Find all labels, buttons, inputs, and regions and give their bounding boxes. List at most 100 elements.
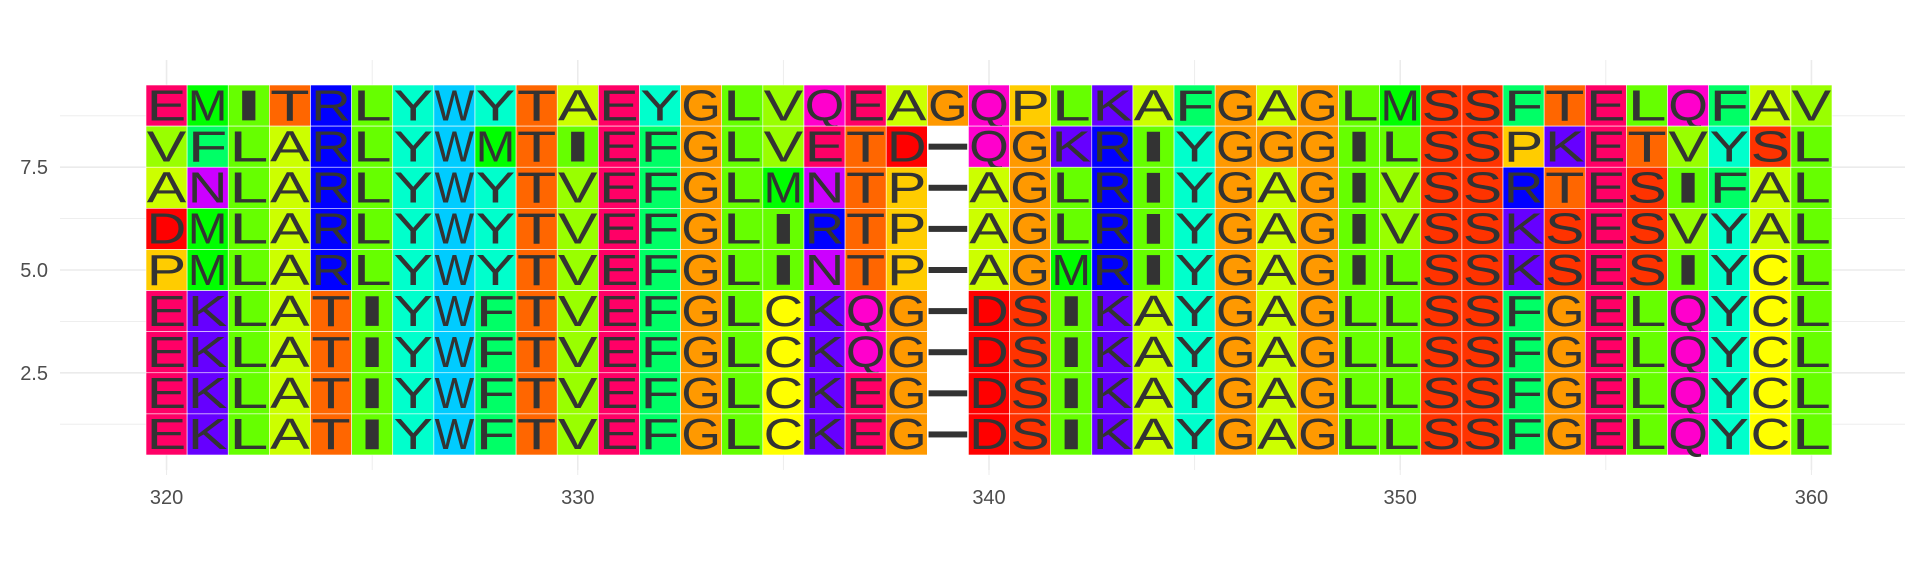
residue-letter: L [352,123,391,171]
residue-tile [1132,166,1175,209]
residue-tile [844,372,887,415]
residue-letter: T [517,370,556,418]
residue-tile [1297,372,1339,415]
residue-letter: K [1093,370,1133,418]
residue-letter: G [1216,329,1255,377]
residue-letter: G [1298,165,1337,213]
residue-letter: L [1792,329,1831,377]
residue-tile [186,290,229,332]
residue-letter: Q [805,82,844,130]
residue-tile [1749,166,1792,209]
residue-tile [269,84,311,127]
residue-tile [433,84,476,127]
residue-letter: F [476,411,515,459]
residue-letter: A [270,411,310,459]
residue-letter: S [1463,123,1502,171]
residue-tile [1667,125,1709,168]
residue-letter: L [352,247,391,295]
residue-letter: Y [1175,165,1214,213]
residue-tile [803,125,846,168]
residue-tile [762,125,805,168]
residue-tile [1379,166,1422,209]
residue-letter: Y [1709,288,1748,336]
residue-letter: Y [1175,247,1214,295]
residue-tile [639,208,681,250]
residue-letter: G [1545,288,1584,336]
residue-tile [474,208,517,250]
residue-letter: I [558,123,597,171]
residue-tile [598,208,640,250]
residue-letter: G [1216,288,1255,336]
residue-letter: A [1134,370,1174,418]
residue-letter: G [1216,123,1255,171]
residue-letter: L [229,288,268,336]
residue-letter: R [1504,165,1543,213]
residue-tile [1708,290,1751,332]
residue-tile [1502,84,1545,127]
residue-letter: L [1380,123,1419,171]
residue-letter: K [1504,206,1544,254]
residue-letter: I [1134,165,1173,213]
residue-tile [968,249,1010,291]
residue-tile [1338,208,1380,250]
residue-letter: W [435,82,475,130]
residue-tile [1338,413,1380,456]
residue-letter: G [1298,411,1337,459]
residue-tile [721,208,764,250]
residue-tile [680,331,723,374]
residue-letter: T [1545,165,1584,213]
residue-letter: G [887,370,926,418]
residue-letter: S [1422,370,1461,418]
residue-letter: V [1668,206,1708,254]
residue-letter: F [640,247,679,295]
residue-letter: Y [476,206,515,254]
residue-letter: L [1792,123,1831,171]
residue-letter: L [1792,370,1831,418]
residue-letter: Y [394,288,433,336]
residue-tile [844,290,887,332]
residue-letter: C [1751,411,1790,459]
residue-tile [1132,372,1175,415]
residue-tile [1626,249,1668,291]
residue-letter: E [1586,247,1625,295]
residue-letter: P [1010,82,1049,130]
residue-tile [1173,372,1216,415]
residue-letter: V [558,247,598,295]
residue-letter: L [1627,411,1666,459]
residue-tile [885,331,928,374]
residue-letter: I [1339,165,1378,213]
residue-tile [1790,290,1833,332]
residue-letter: S [1422,329,1461,377]
residue-tile [639,331,681,374]
residue-letter: Y [476,82,515,130]
residue-tile [1502,125,1545,168]
residue-letter: E [846,82,885,130]
residue-tile [1379,372,1422,415]
residue-letter: G [1010,165,1049,213]
residue-tile [639,413,681,456]
residue-letter: D [969,411,1008,459]
residue-letter: G [1010,247,1049,295]
residue-letter: L [1627,370,1666,418]
residue-tile [1667,290,1709,332]
residue-letter: S [1422,82,1461,130]
residue-tile [269,372,311,415]
residue-letter: S [1463,288,1502,336]
residue-letter: S [1422,247,1461,295]
residue-tile [351,208,394,250]
residue-letter: S [1463,411,1502,459]
residue-letter: I [1052,288,1091,336]
residue-letter: L [229,247,268,295]
residue-letter: G [681,206,720,254]
residue-letter: F [1504,82,1543,130]
residue-letter: E [805,123,844,171]
residue-tile [598,125,640,168]
residue-tile [1502,290,1545,332]
residue-letter: S [1545,247,1584,295]
residue-tile [1379,208,1422,250]
residue-tile [556,208,599,250]
residue-letter: A [1257,165,1297,213]
residue-letter: C [1751,288,1790,336]
residue-tile [227,290,270,332]
gap-mark [928,431,968,438]
